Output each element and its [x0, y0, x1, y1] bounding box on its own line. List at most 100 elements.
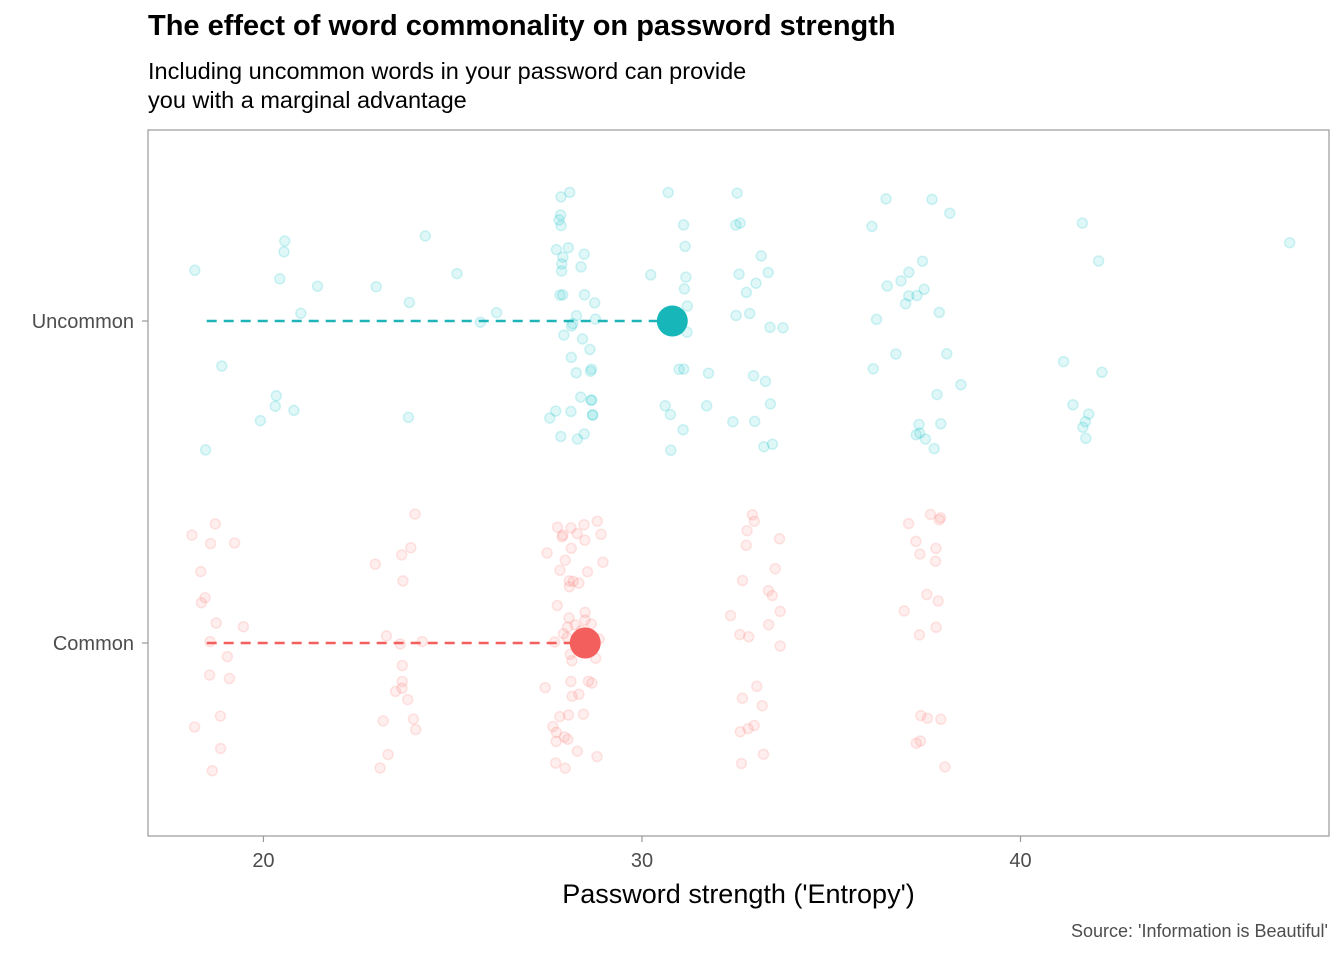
mean-point-common — [569, 627, 601, 659]
jitter-point-common — [578, 518, 590, 531]
jitter-point-uncommon — [403, 296, 416, 309]
jitter-point-uncommon — [311, 280, 324, 292]
jitter-point-uncommon — [899, 297, 912, 310]
y-tick-label: Uncommon — [32, 311, 134, 333]
jitter-point-common — [736, 574, 749, 587]
jitter-point-uncommon — [555, 265, 568, 277]
jitter-point-uncommon — [586, 409, 599, 421]
jitter-point-uncommon — [880, 193, 892, 205]
jitter-point-common — [740, 539, 752, 552]
jitter-point-uncommon — [588, 297, 601, 309]
jitter-point-uncommon — [740, 286, 753, 299]
jitter-point-uncommon — [933, 306, 946, 319]
jitter-point-uncommon — [679, 240, 691, 253]
jitter-point-uncommon — [747, 369, 760, 382]
x-tick-label: 20 — [252, 850, 274, 872]
jitter-point-common — [569, 619, 582, 631]
jitter-point-common — [914, 548, 926, 560]
jitter-point-common — [914, 735, 927, 747]
jitter-point-uncommon — [578, 288, 591, 301]
jitter-point-uncommon — [556, 258, 568, 270]
jitter-point-common — [571, 527, 583, 540]
jitter-point-uncommon — [370, 280, 382, 293]
jitter-point-common — [913, 629, 926, 641]
jitter-point-uncommon — [928, 442, 940, 455]
jitter-point-common — [396, 682, 408, 695]
jitter-point-uncommon — [702, 367, 715, 379]
jitter-point-common — [921, 588, 933, 601]
jitter-point-uncommon — [274, 273, 286, 285]
jitter-point-common — [237, 620, 250, 633]
jitter-point-common — [563, 580, 576, 593]
jitter-point-common — [930, 621, 942, 634]
jitter-point-common — [401, 693, 414, 706]
jitter-point-uncommon — [419, 230, 432, 242]
jitter-point-common — [396, 675, 408, 688]
jitter-point-uncommon — [919, 433, 932, 445]
jitter-point-uncommon — [1096, 366, 1108, 379]
jitter-point-uncommon — [758, 440, 770, 453]
jitter-point-uncommon — [570, 309, 583, 322]
jitter-point-common — [195, 565, 207, 578]
jitter-point-uncommon — [295, 307, 307, 320]
jitter-point-uncommon — [748, 415, 761, 428]
jitter-point-common — [405, 541, 417, 554]
jitter-point-uncommon — [913, 418, 925, 431]
jitter-point-uncommon — [563, 186, 576, 199]
jitter-point-uncommon — [553, 214, 565, 226]
jitter-point-common — [382, 748, 394, 761]
jitter-point-common — [541, 547, 553, 559]
jitter-point-uncommon — [558, 329, 570, 341]
jitter-point-common — [223, 672, 236, 685]
jitter-point-uncommon — [278, 235, 291, 247]
jitter-point-uncommon — [584, 365, 597, 377]
jitter-point-uncommon — [554, 209, 567, 221]
jitter-point-common — [195, 596, 208, 609]
jitter-point-common — [573, 688, 585, 701]
jitter-point-uncommon — [730, 309, 742, 322]
jitter-point-uncommon — [1077, 421, 1089, 434]
jitter-point-common — [934, 511, 947, 524]
jitter-point-uncommon — [1082, 408, 1095, 420]
jitter-point-common — [762, 584, 775, 597]
jitter-point-uncommon — [555, 219, 567, 232]
jitter-point-uncommon — [727, 415, 739, 428]
jitter-point-common — [380, 630, 393, 642]
jitter-point-common — [933, 513, 946, 526]
jitter-point-uncommon — [1076, 217, 1089, 229]
jitter-point-common — [585, 618, 597, 630]
jitter-point-uncommon — [764, 321, 776, 334]
jitter-point-common — [591, 750, 603, 763]
jitter-point-common — [930, 542, 942, 555]
jitter-point-common — [562, 733, 574, 746]
jitter-point-uncommon — [554, 289, 566, 301]
jitter-point-common — [565, 675, 577, 688]
jitter-point-common — [751, 680, 763, 693]
jitter-point-uncommon — [911, 289, 923, 302]
jitter-point-common — [571, 745, 584, 757]
jitter-point-common — [563, 612, 575, 624]
mean-segments-layer — [206, 305, 688, 659]
jitter-point-uncommon — [677, 363, 690, 375]
jitter-point-common — [748, 719, 760, 732]
jitter-point-uncommon — [585, 363, 598, 375]
chart-title: The effect of word commonality on passwo… — [148, 10, 896, 42]
jitter-point-common — [188, 721, 201, 733]
jitter-point-common — [561, 621, 574, 633]
jitter-point-uncommon — [565, 405, 577, 418]
jitter-point-common — [395, 549, 408, 561]
jitter-point-common — [565, 522, 577, 534]
jitter-point-uncommon — [270, 390, 283, 402]
jitter-point-common — [736, 692, 749, 704]
jitter-point-common — [579, 606, 591, 619]
jitter-point-common — [581, 565, 594, 578]
x-axis-title: Password strength ('Entropy') — [562, 879, 914, 909]
jitter-point-common — [547, 720, 559, 733]
jitter-point-uncommon — [866, 220, 878, 233]
jitter-point-common — [929, 555, 942, 567]
jitter-point-uncommon — [570, 367, 582, 379]
jitter-point-uncommon — [254, 414, 267, 427]
jitter-point-common — [757, 748, 770, 760]
jitter-point-common — [746, 509, 759, 521]
jitter-point-common — [921, 712, 934, 724]
